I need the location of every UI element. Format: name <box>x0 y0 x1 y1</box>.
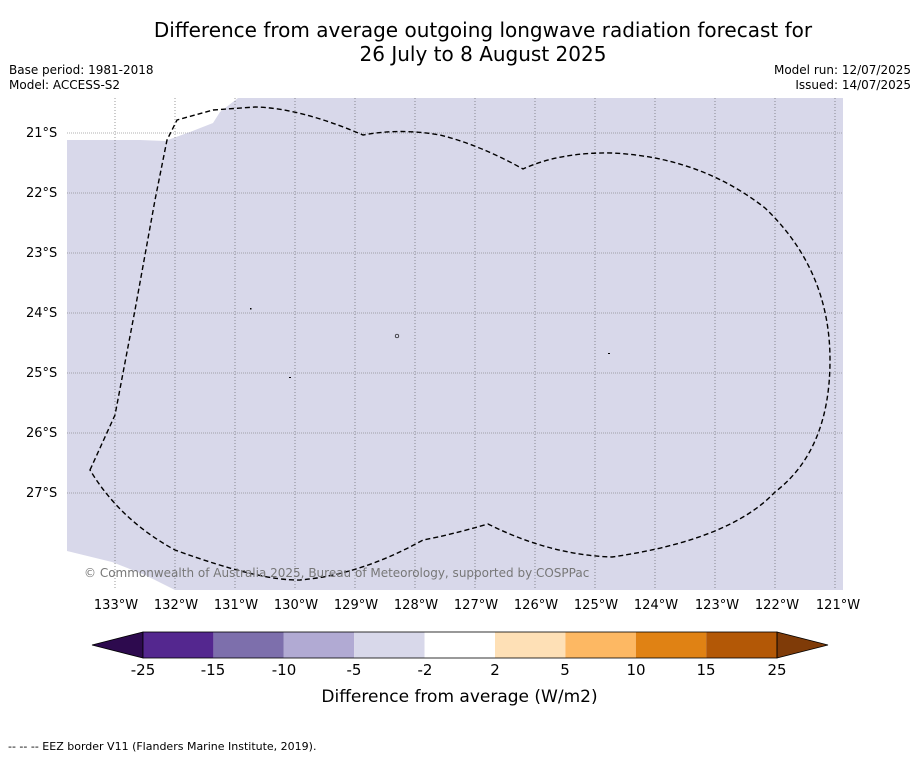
eez-border <box>89 106 831 581</box>
colorbar-segment <box>283 632 355 658</box>
lon-label: 133°W <box>93 598 139 613</box>
lat-label: 23°S <box>26 246 58 261</box>
lon-label: 130°W <box>273 598 319 613</box>
colorbar-tick: 2 <box>490 661 500 679</box>
lon-label: 127°W <box>453 598 499 613</box>
lat-label: 24°S <box>26 306 58 321</box>
lat-label: 27°S <box>26 486 58 501</box>
lon-label: 125°W <box>573 598 619 613</box>
colorbar-tick: -10 <box>271 661 297 679</box>
lon-label: 121°W <box>815 598 861 613</box>
islands <box>250 308 610 378</box>
colorbar-tick: 5 <box>560 661 570 679</box>
colorbar-segment <box>354 632 425 658</box>
colorbar-segment <box>565 632 636 658</box>
lat-label: 22°S <box>26 186 58 201</box>
lon-label: 124°W <box>633 598 679 613</box>
colorbar-outline <box>142 631 778 659</box>
lat-label: 26°S <box>26 426 58 441</box>
meta-left: Base period: 1981-2018 Model: ACCESS-S2 <box>9 63 154 93</box>
colorbar-tick: 10 <box>626 661 646 679</box>
colorbar-segment <box>424 632 495 658</box>
anomaly-field <box>67 98 843 590</box>
lat-label: 21°S <box>26 126 58 141</box>
colorbar-segment <box>635 632 707 658</box>
lon-label: 126°W <box>513 598 559 613</box>
lon-label: 123°W <box>694 598 740 613</box>
colorbar-segment <box>213 632 284 658</box>
colorbar-tick: -15 <box>200 661 226 679</box>
lon-label: 122°W <box>754 598 800 613</box>
colorbar-tick: -2 <box>417 661 433 679</box>
colorbar-tick: 25 <box>767 661 787 679</box>
lat-gridlines <box>67 132 843 494</box>
lat-label: 25°S <box>26 366 58 381</box>
lon-label: 132°W <box>153 598 199 613</box>
colorbar-low-extension <box>91 631 144 659</box>
colorbar-segment <box>143 632 214 658</box>
model-run: Model run: 12/07/2025 <box>773 63 911 77</box>
issued-date: Issued: 14/07/2025 <box>795 78 911 92</box>
colorbar-tick: -5 <box>346 661 362 679</box>
lon-label: 129°W <box>333 598 379 613</box>
lon-label: 131°W <box>213 598 259 613</box>
map-title: Difference from average outgoing longwav… <box>0 18 919 66</box>
colorbar-tick: 15 <box>696 661 716 679</box>
colorbar-segment <box>706 632 777 658</box>
model-name: Model: ACCESS-S2 <box>9 78 121 92</box>
meta-right: Model run: 12/07/2025 Issued: 14/07/2025 <box>774 63 911 93</box>
colorbar-high-extension <box>776 631 829 659</box>
lon-label: 128°W <box>393 598 439 613</box>
eez-footnote: -- -- -- EEZ border V11 (Flanders Marine… <box>8 740 317 753</box>
colorbar-tick: -25 <box>130 661 156 679</box>
colorbar <box>91 631 829 659</box>
colorbar-label: Difference from average (W/m2) <box>321 687 598 707</box>
lon-gridlines <box>114 98 836 590</box>
title-line-2: 26 July to 8 August 2025 <box>359 42 607 66</box>
copyright-credit: © Commonwealth of Australia 2025, Bureau… <box>84 566 590 580</box>
base-period: Base period: 1981-2018 <box>9 63 154 77</box>
colorbar-segment <box>495 632 566 658</box>
title-line-1: Difference from average outgoing longwav… <box>153 18 813 42</box>
map-panel <box>67 98 843 590</box>
